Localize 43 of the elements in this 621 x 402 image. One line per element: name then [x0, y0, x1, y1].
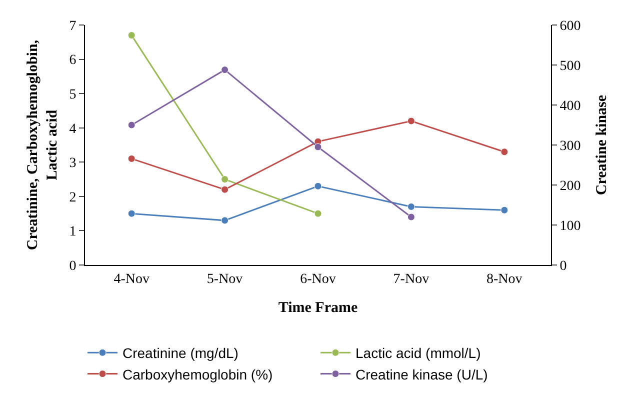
y-axis-title: Creatinine, Carboxyhemoglobin, Lactic acid	[24, 40, 60, 250]
y-tick-label: 4	[69, 122, 76, 137]
x-tick-label: 6-Nov	[300, 272, 336, 287]
y2-tick-label: 600	[560, 18, 581, 34]
point	[500, 148, 508, 156]
y-tick-label: 5	[69, 87, 76, 102]
x-tick-label: 7-Nov	[393, 272, 430, 287]
legend-label: Lactic acid (mmol/L)	[356, 345, 481, 362]
x-tick-label: 4-Nov	[114, 272, 150, 287]
legend-label: Carboxyhemoglobin (%)	[122, 366, 273, 382]
y2-tick-label: 0	[560, 258, 567, 274]
point	[221, 176, 229, 184]
y-tick-label: 2	[69, 190, 76, 206]
point	[128, 210, 136, 218]
point	[407, 213, 415, 221]
point	[221, 216, 229, 224]
point	[221, 186, 229, 194]
y-tick-label: 7	[69, 18, 76, 34]
y2-tick-label: 400	[560, 98, 581, 114]
point	[128, 154, 136, 162]
point	[128, 121, 136, 129]
y2-axis-title: Creatine kinase	[594, 94, 610, 196]
legend-label: Creatine kinase (U/L)	[356, 366, 488, 382]
y2-tick-label: 100	[560, 218, 581, 234]
y-tick-label: 1	[69, 224, 76, 240]
point	[407, 202, 415, 210]
point	[314, 210, 322, 218]
point	[407, 117, 415, 125]
x-tick-label: 8-Nov	[486, 272, 522, 287]
y2-tick-label: 200	[560, 178, 581, 194]
y-tick-label: 6	[69, 53, 76, 68]
point	[128, 32, 136, 40]
x-axis-title: Time Frame	[278, 300, 358, 316]
legend-label: Creatinine (mg/dL)	[122, 345, 238, 362]
point	[221, 66, 229, 74]
y-tick-label: 0	[69, 258, 76, 274]
y2-tick-label: 500	[560, 58, 581, 74]
point	[314, 143, 322, 151]
y-tick-label: 3	[69, 156, 76, 172]
point	[314, 182, 322, 190]
x-tick-label: 5-Nov	[206, 272, 243, 287]
point	[500, 206, 508, 214]
y2-tick-label: 300	[560, 138, 581, 154]
